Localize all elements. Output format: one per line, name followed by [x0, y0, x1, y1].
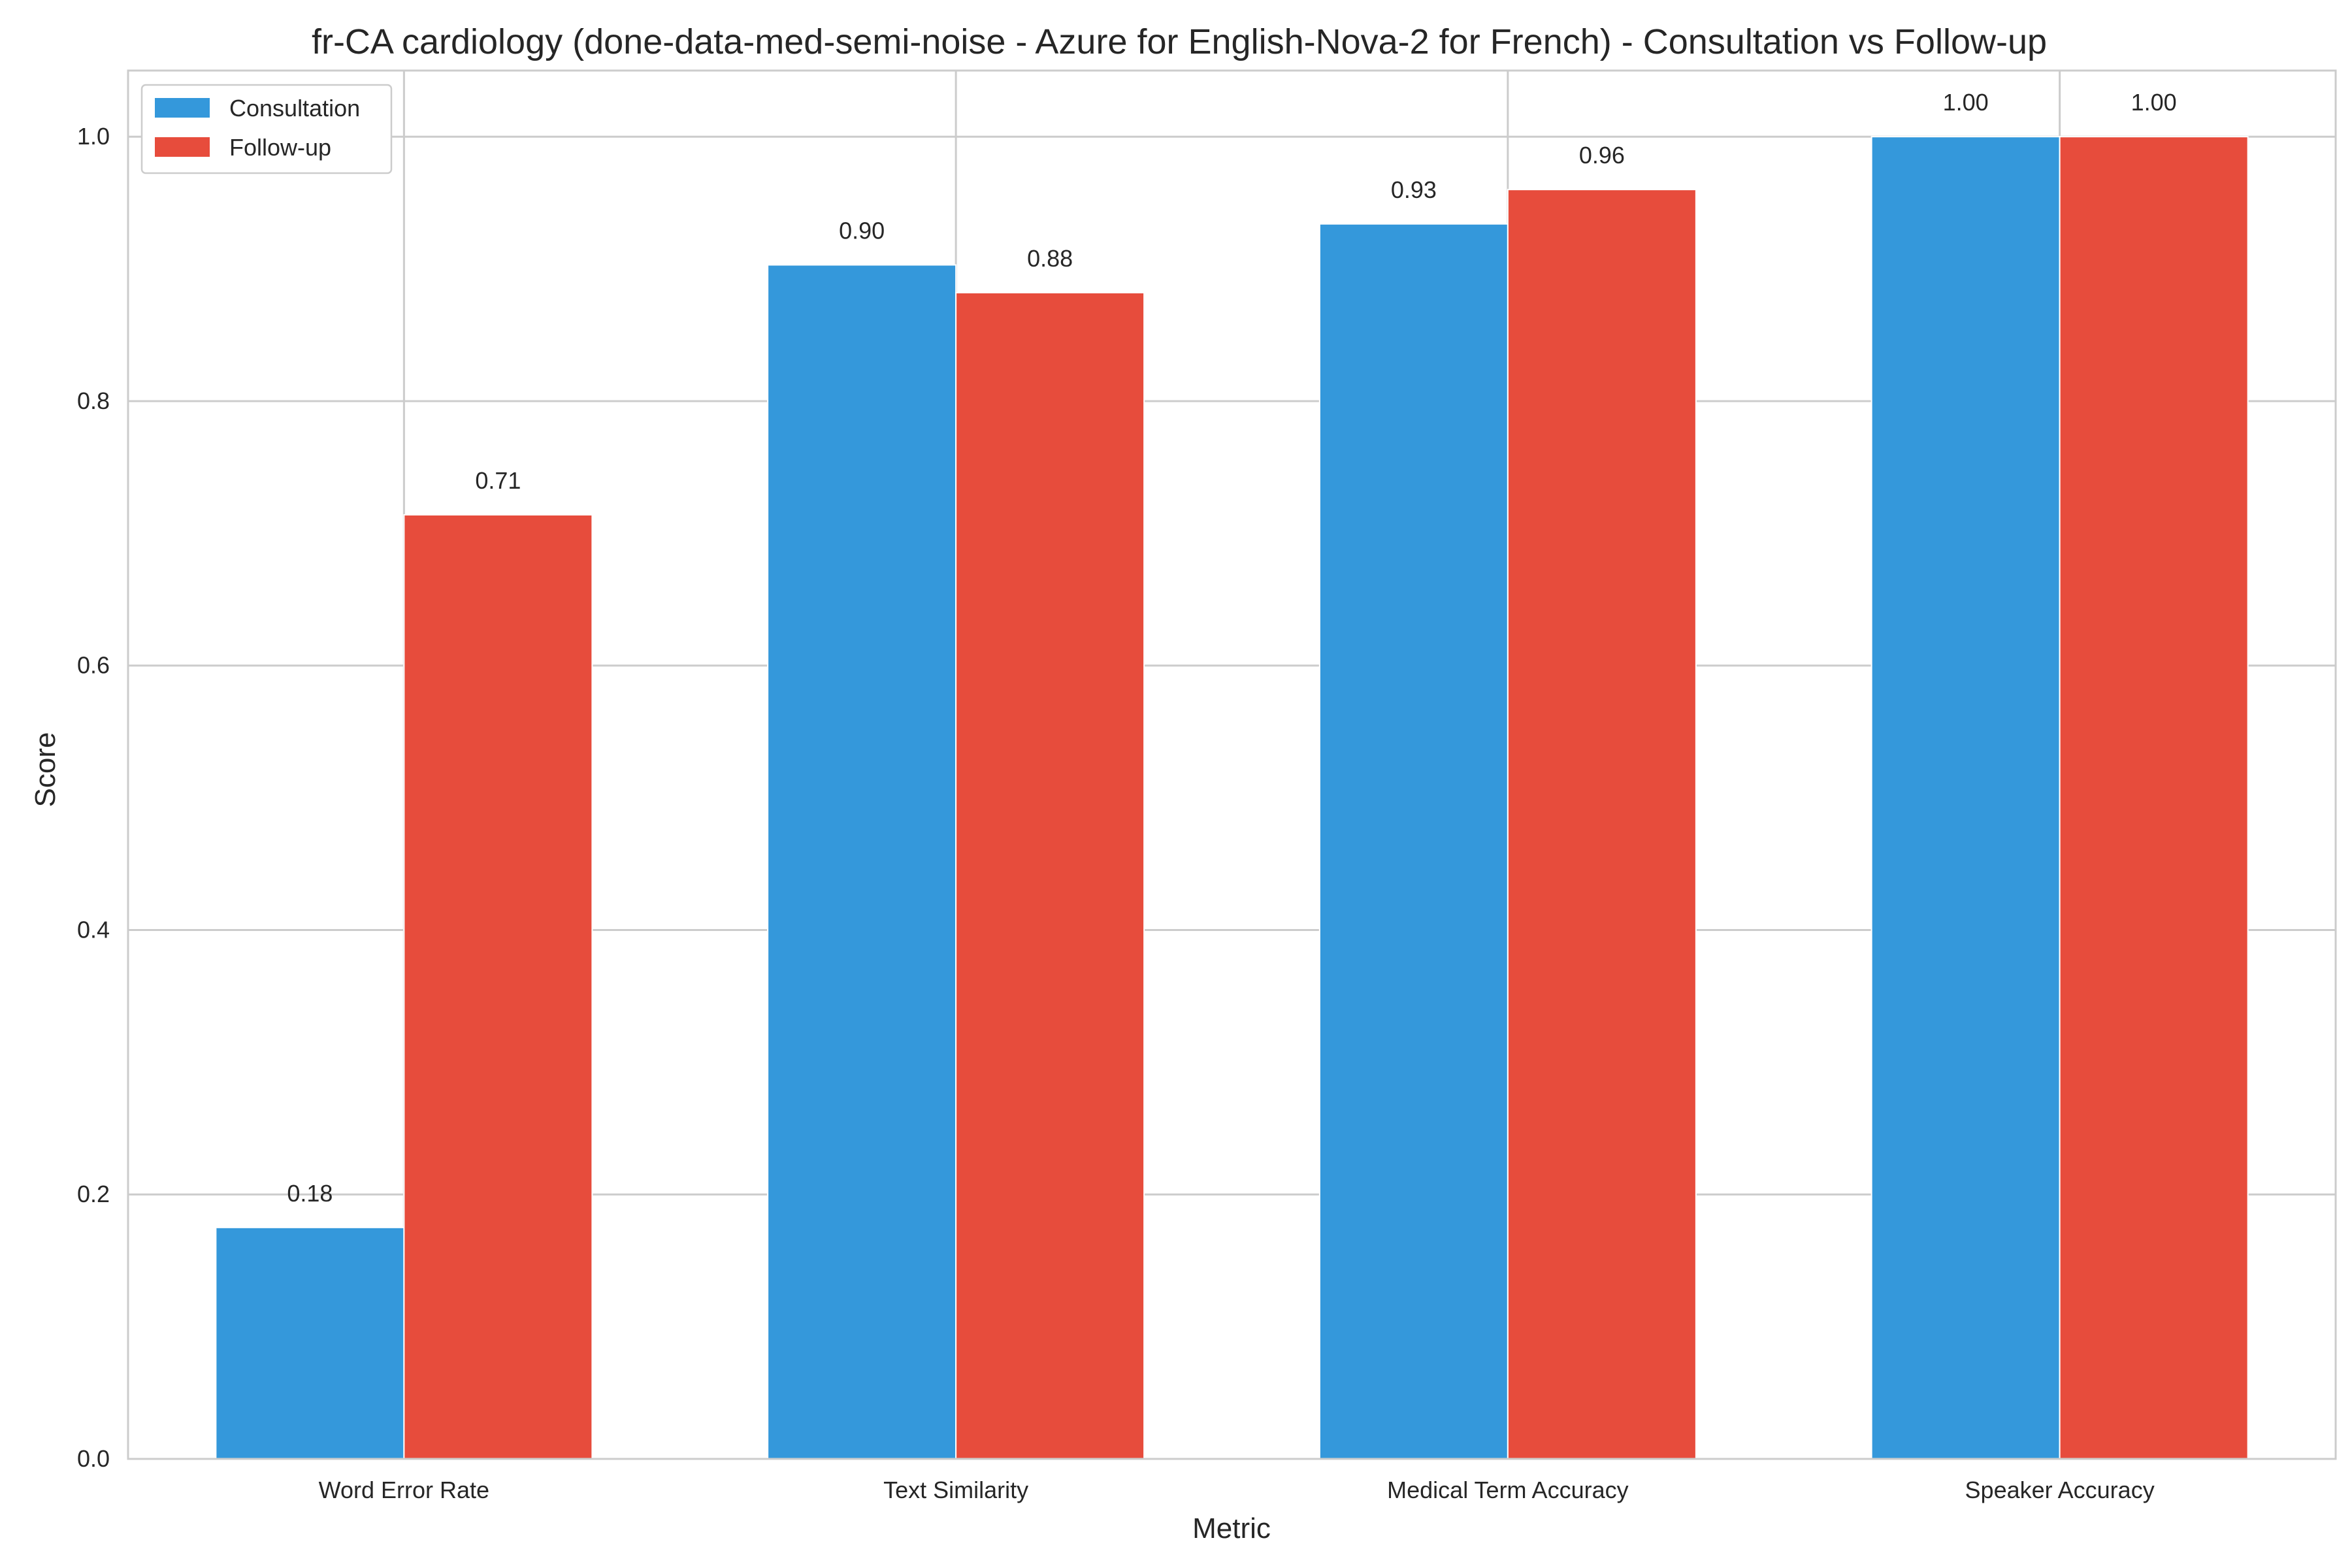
y-axis-label: Score [29, 732, 61, 808]
y-tick-label: 0.4 [77, 916, 110, 943]
bar-consultation [1318, 223, 1509, 1460]
bar-follow-up [1507, 189, 1697, 1460]
y-tick-label: 0.2 [77, 1181, 110, 1207]
plot-frame [127, 69, 2337, 1460]
x-tick-label: Medical Term Accuracy [1387, 1477, 1628, 1503]
bar-consultation [1870, 136, 2061, 1460]
x-tick-label: Text Similarity [883, 1477, 1028, 1503]
y-tick-label: 0.8 [77, 387, 110, 414]
data-label-consultation: 1.00 [1943, 89, 1989, 116]
y-tick-label: 0.0 [77, 1445, 110, 1472]
bar-consultation [767, 264, 957, 1460]
bar-consultation [215, 1226, 405, 1460]
x-axis-label: Metric [1192, 1512, 1271, 1544]
x-tick-label: Word Error Rate [319, 1477, 489, 1503]
data-label-follow-up: 0.71 [475, 467, 521, 494]
x-tick-label: Speaker Accuracy [1965, 1477, 2155, 1503]
data-labels-layer: 0.18 0.90 0.93 1.00 0.71 0.88 0.96 1.00 [287, 89, 2176, 1207]
legend-swatch-follow-up [155, 137, 210, 157]
data-label-follow-up: 0.96 [1579, 142, 1625, 169]
bar-follow-up [955, 292, 1145, 1460]
legend-label-consultation: Consultation [229, 95, 360, 122]
legend-swatch-consultation [155, 98, 210, 118]
y-tick-label: 0.6 [77, 652, 110, 679]
chart-title: fr-CA cardiology (done-data-med-semi-noi… [312, 22, 2047, 61]
bar-follow-up [2059, 136, 2249, 1460]
data-label-consultation: 0.18 [287, 1180, 333, 1207]
bar-follow-up [403, 514, 593, 1460]
ticks-layer: 0.0 0.2 0.4 0.6 0.8 1.0 Word Error Rate Text Si… [77, 123, 2155, 1503]
data-label-follow-up: 1.00 [2131, 89, 2177, 116]
data-label-follow-up: 0.88 [1027, 245, 1073, 272]
data-label-consultation: 0.93 [1391, 176, 1437, 203]
legend-label-follow-up: Follow-up [229, 134, 331, 161]
y-tick-label: 1.0 [77, 123, 110, 150]
data-label-consultation: 0.90 [839, 218, 885, 244]
bars-layer [215, 136, 2249, 1460]
legend: Consultation Follow-up [140, 84, 393, 174]
